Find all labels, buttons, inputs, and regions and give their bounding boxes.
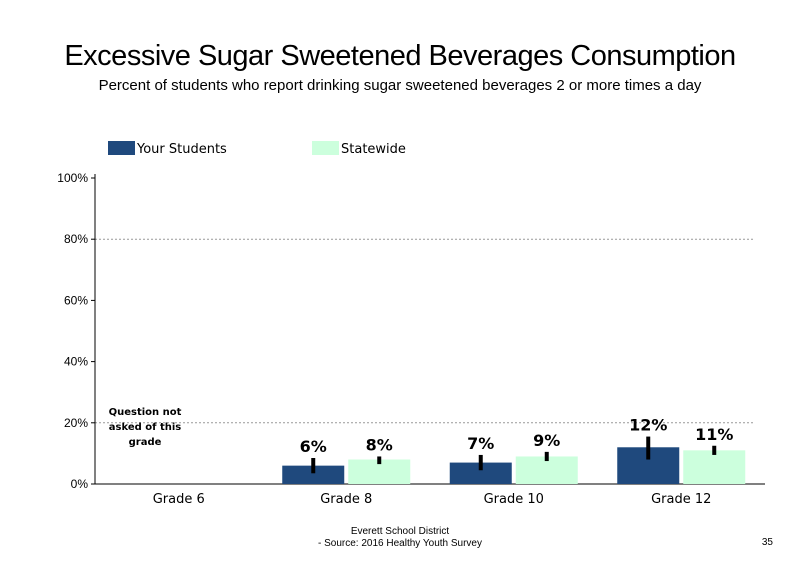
bar (683, 450, 746, 484)
data-label: 8% (366, 435, 393, 454)
footer-district: Everett School District (350, 526, 450, 537)
x-tick-label: Grade 10 (484, 492, 544, 507)
chart-subtitle: Percent of students who report drinking … (98, 77, 702, 94)
footer: Everett School District - Source: 2016 H… (0, 526, 800, 550)
y-tick-label: 60% (64, 293, 88, 307)
bar (449, 462, 512, 484)
x-tick-label: Grade 12 (651, 492, 711, 507)
data-label: 11% (695, 425, 733, 444)
grade-6-note: Question not asked of this grade (108, 407, 182, 448)
footer-source: - Source: 2016 Healthy Youth Survey (318, 538, 482, 549)
y-tick-label: 0% (71, 477, 89, 491)
x-tick-label: Grade 6 (153, 492, 205, 507)
y-tick-label: 80% (64, 232, 88, 246)
data-label: 6% (300, 437, 327, 456)
legend-swatch (312, 141, 339, 155)
y-tick-label: 100% (57, 171, 88, 185)
chart-title: Excessive Sugar Sweetened Beverages Cons… (64, 40, 736, 72)
data-label: 12% (629, 416, 667, 435)
legend-label: Statewide (341, 142, 406, 157)
x-tick-label: Grade 8 (320, 492, 372, 507)
bar (282, 465, 345, 484)
y-tick-label: 40% (64, 355, 88, 369)
y-tick-label: 20% (64, 416, 88, 430)
legend-swatch (108, 141, 135, 155)
legend-label: Your Students (136, 142, 227, 157)
data-label: 9% (533, 431, 560, 450)
data-label: 7% (467, 434, 494, 453)
page-number: 35 (761, 537, 773, 548)
